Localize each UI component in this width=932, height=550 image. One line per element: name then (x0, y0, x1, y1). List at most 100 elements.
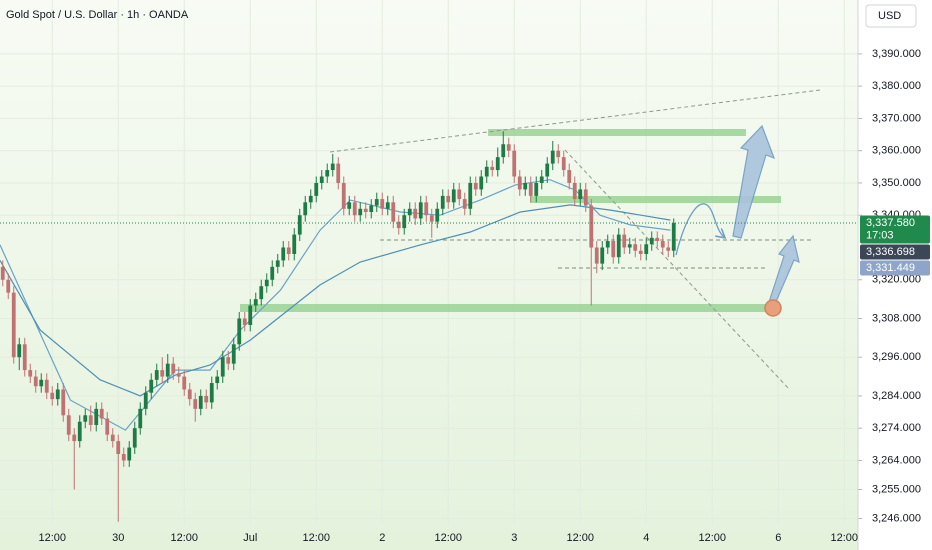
candle-body (121, 454, 126, 461)
y-tick-label: 3,308.000 (872, 312, 921, 324)
candle-body (22, 344, 27, 371)
candle-body (484, 166, 489, 177)
price-label-box (860, 260, 930, 276)
y-tick-label: 3,264.000 (872, 454, 921, 466)
candle-body (193, 399, 198, 409)
candle-body (94, 408, 99, 425)
candle-body (655, 237, 660, 242)
candle-body (209, 383, 214, 403)
y-tick-label: 3,296.000 (872, 351, 921, 363)
candle-body (605, 241, 610, 248)
candle-body (567, 170, 572, 183)
y-tick-label: 3,274.000 (872, 422, 921, 434)
candle-body (660, 241, 665, 248)
x-tick-label: Jul (243, 532, 257, 544)
candle-body (446, 195, 451, 203)
drawings (240, 89, 821, 391)
candle-body (402, 215, 407, 229)
candle-body (165, 363, 170, 377)
axes-layer: 3,390.000 3,380.000 3,370.000 3,360.000 3,35… (38, 0, 930, 550)
candle-body (429, 215, 434, 222)
candle-body (336, 163, 341, 183)
candle-body (72, 434, 77, 442)
candle-body (176, 373, 181, 377)
candle-body (490, 166, 495, 171)
candle-body (127, 447, 132, 461)
candle-body (314, 182, 319, 196)
candle-body (479, 176, 484, 190)
candle-body (633, 244, 638, 251)
candle-body (44, 379, 49, 393)
candle-body (611, 241, 616, 258)
candle-body (506, 144, 511, 151)
candle-body (226, 357, 231, 364)
candle-body (33, 376, 38, 387)
candle-body (237, 318, 242, 345)
candle-body (28, 370, 33, 377)
y-tick-label: 3,390.000 (872, 48, 921, 60)
support-zone (240, 304, 776, 312)
candle-body (259, 286, 264, 300)
candle-body (138, 408, 143, 429)
candle-body (363, 208, 368, 213)
path-arrow (675, 203, 724, 256)
x-tick-label: 6 (775, 532, 781, 544)
candle-body (583, 189, 588, 206)
y-tick-label: 3,380.000 (872, 80, 921, 92)
candle-body (11, 292, 16, 358)
y-tick-label: 3,255.000 (872, 483, 921, 495)
x-tick-label: 2 (379, 532, 385, 544)
projection-arrow (732, 124, 776, 239)
candle-body (627, 244, 632, 248)
candle-body (17, 344, 22, 358)
candle-body (358, 208, 363, 216)
candle-body (55, 389, 60, 400)
candle-body (171, 363, 176, 374)
candle-body (424, 202, 429, 216)
x-tick-label: 12:00 (434, 532, 462, 544)
candle-body (143, 392, 148, 409)
candle-body (468, 182, 473, 209)
candle-body (578, 189, 583, 200)
x-tick-label: 4 (643, 532, 649, 544)
candle-body (550, 150, 555, 164)
candle-body (0, 266, 5, 280)
candle-body (374, 199, 379, 206)
chart-title: Gold Spot / U.S. Dollar · 1h · OANDA (6, 9, 189, 21)
candle-body (220, 357, 225, 377)
candle-body (275, 260, 280, 267)
x-tick-label: 12:00 (302, 532, 330, 544)
candle-body (88, 415, 93, 425)
x-tick-label: 12:00 (38, 532, 66, 544)
candle-body (517, 176, 522, 190)
candle-body (99, 408, 104, 419)
candle-body (253, 299, 258, 306)
candle-body (671, 223, 676, 251)
currency-label[interactable]: USD (878, 10, 901, 22)
candle-body (83, 415, 88, 422)
candle-body (303, 202, 308, 216)
candles-layer (0, 131, 858, 522)
candle-body (352, 202, 357, 216)
plot-background (0, 0, 858, 550)
candle-body (248, 305, 253, 325)
candle-body (204, 395, 209, 403)
candle-body (512, 150, 517, 177)
candle-body (187, 389, 192, 400)
candle-body (528, 182, 533, 196)
x-tick-label: 12:00 (830, 532, 858, 544)
x-tick-label: 30 (112, 532, 124, 544)
candle-body (319, 176, 324, 183)
candle-body (649, 237, 654, 245)
candle-body (347, 202, 352, 209)
candle-body (545, 163, 550, 177)
y-tick-label: 3,370.000 (872, 112, 921, 124)
currency-button[interactable] (865, 4, 917, 28)
candle-body (6, 279, 11, 293)
trend-line (329, 89, 821, 153)
candle-body (396, 221, 401, 229)
candle-body (435, 208, 440, 222)
candle-body (270, 266, 275, 280)
candle-body (534, 182, 539, 196)
candle-body (418, 202, 423, 219)
